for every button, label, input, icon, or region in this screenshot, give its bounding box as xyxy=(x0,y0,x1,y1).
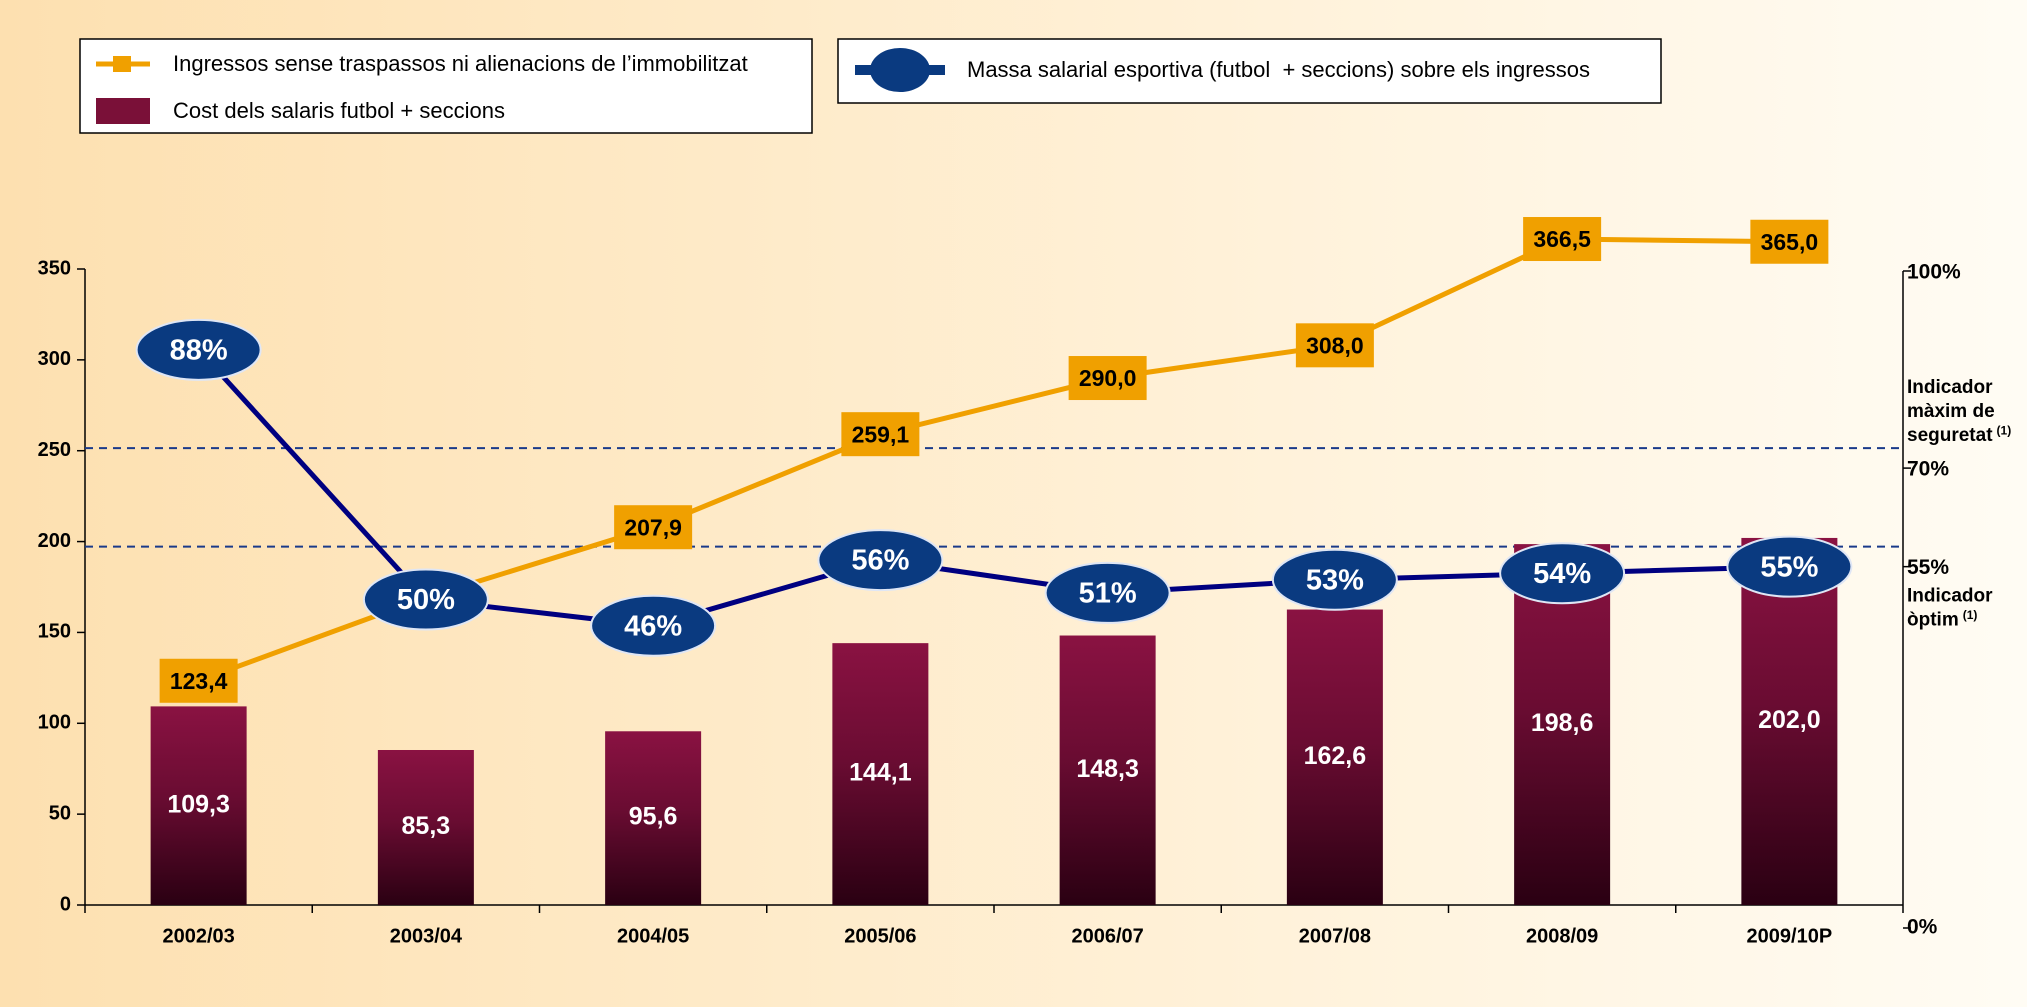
data-label: 85,3 xyxy=(402,812,451,840)
data-label: 365,0 xyxy=(1761,229,1819,255)
data-label-bg xyxy=(135,318,262,381)
x-tick-label: 2007/08 xyxy=(1299,925,1371,947)
annotation: seguretat xyxy=(1907,425,1993,446)
data-label-bg xyxy=(841,412,920,457)
data-label-bg xyxy=(817,529,944,592)
data-label: 148,3 xyxy=(1076,755,1139,783)
x-tick-label: 2009/10P xyxy=(1747,925,1833,947)
bar xyxy=(377,749,474,905)
data-label: 366,5 xyxy=(1533,226,1591,252)
data-label: 54% xyxy=(1533,558,1591,590)
data-label: 123,4 xyxy=(170,668,228,694)
bar xyxy=(832,643,929,905)
data-label: 95,6 xyxy=(629,803,678,831)
data-label: 162,6 xyxy=(1304,742,1367,770)
x-tick-label: 2008/09 xyxy=(1526,925,1598,947)
data-label-bg xyxy=(1750,219,1829,264)
data-label: 55% xyxy=(1760,551,1818,583)
data-label: 56% xyxy=(851,545,909,577)
data-label: 109,3 xyxy=(167,790,230,818)
data-label-bg xyxy=(1068,356,1147,401)
data-label: 46% xyxy=(624,610,682,642)
annotation-note: (1) xyxy=(1963,608,1978,622)
legend-label: Cost dels salaris futbol + seccions xyxy=(173,98,505,123)
annotation-note: (1) xyxy=(1997,423,2012,437)
data-label: 308,0 xyxy=(1306,332,1364,358)
data-label: 259,1 xyxy=(852,421,910,447)
y2-tick-label: 70% xyxy=(1907,458,1949,481)
y2-tick-label: 100% xyxy=(1907,261,1961,284)
data-label-bg xyxy=(159,658,238,703)
legend-marker xyxy=(113,56,131,72)
data-label-bg xyxy=(1726,535,1853,598)
legend-box xyxy=(79,38,813,134)
annotation: Indicador xyxy=(1907,377,1993,398)
bar xyxy=(1514,544,1611,905)
data-label-bg xyxy=(614,505,693,550)
data-label: 290,0 xyxy=(1079,365,1137,391)
data-label-bg xyxy=(362,568,489,631)
data-label: 207,9 xyxy=(624,514,682,540)
bar xyxy=(1059,635,1156,905)
legend-marker xyxy=(96,98,150,124)
annotation: Indicador xyxy=(1907,586,1993,607)
annotation: màxim de xyxy=(1907,401,1995,422)
data-label-bg xyxy=(1295,323,1374,368)
data-label-bg xyxy=(1271,548,1398,611)
bar xyxy=(1741,537,1838,905)
data-label: 53% xyxy=(1306,564,1364,596)
data-label-bg xyxy=(590,594,717,657)
legend-label: Ingressos sense traspassos ni alienacion… xyxy=(173,51,748,76)
x-tick-label: 2003/04 xyxy=(390,925,463,947)
legend-marker xyxy=(870,48,930,92)
x-tick-label: 2002/03 xyxy=(162,925,234,947)
y-tick-label: 150 xyxy=(38,621,71,643)
x-tick-label: 2004/05 xyxy=(617,925,689,947)
y-tick-label: 100 xyxy=(38,712,71,734)
data-label: 202,0 xyxy=(1758,706,1821,734)
data-label-bg xyxy=(1044,561,1171,624)
y-tick-label: 250 xyxy=(38,439,71,461)
y-tick-label: 0 xyxy=(60,893,71,915)
y-tick-label: 50 xyxy=(49,802,71,824)
data-label-bg xyxy=(1523,217,1602,262)
bar xyxy=(605,731,702,905)
annotation: òptim xyxy=(1907,610,1959,631)
legend-box xyxy=(837,38,1662,104)
bar xyxy=(1286,609,1383,905)
y2-tick-label: 55% xyxy=(1907,556,1949,579)
data-label: 88% xyxy=(170,334,228,366)
x-tick-label: 2006/07 xyxy=(1071,925,1143,947)
data-label: 51% xyxy=(1079,578,1137,610)
data-label: 198,6 xyxy=(1531,709,1594,737)
y-tick-label: 200 xyxy=(38,530,71,552)
bar xyxy=(150,706,247,905)
x-tick-label: 2005/06 xyxy=(844,925,916,947)
data-label-bg xyxy=(1499,542,1626,605)
y-tick-label: 300 xyxy=(38,348,71,370)
y-tick-label: 350 xyxy=(38,257,71,279)
data-label: 50% xyxy=(397,584,455,616)
legend: Ingressos sense traspassos ni alienacion… xyxy=(79,38,1662,134)
legend-label: Massa salarial esportiva (futbol + secci… xyxy=(967,57,1590,82)
y2-tick-label: 0% xyxy=(1907,916,1938,939)
data-label: 144,1 xyxy=(849,759,912,787)
